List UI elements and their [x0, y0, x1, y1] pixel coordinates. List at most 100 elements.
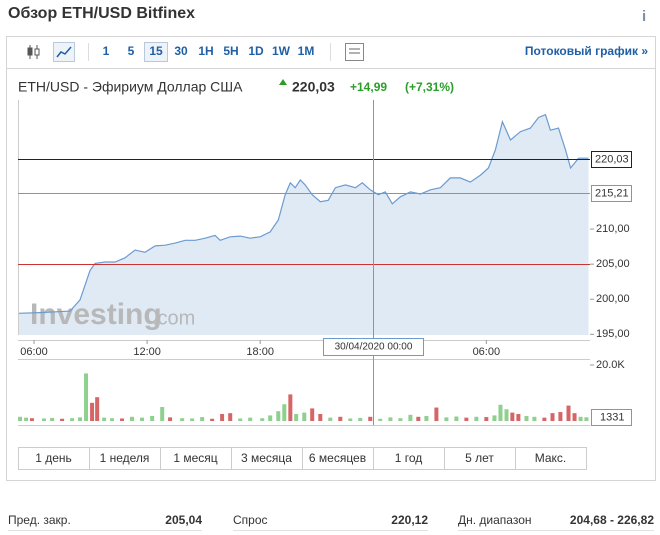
volume-bar	[140, 417, 145, 421]
watermark: .com	[152, 307, 195, 329]
price-label-box	[591, 151, 632, 168]
stat-value: 204,68 - 226,82	[570, 513, 654, 527]
interval-button[interactable]: 5H	[223, 44, 238, 58]
stat-label: Пред. закр.	[8, 513, 71, 527]
volume-bar	[516, 414, 521, 421]
volume-bar	[238, 418, 243, 421]
watermark: Investing	[30, 298, 162, 331]
volume-bar	[180, 418, 185, 421]
range-button[interactable]	[515, 447, 587, 470]
range-label[interactable]: 1 год	[395, 451, 423, 465]
interval-button[interactable]: 1H	[198, 44, 213, 58]
stat-value: 220,12	[391, 513, 428, 527]
interval-button[interactable]: 1D	[248, 44, 264, 58]
y-tick-label: 200,00	[596, 293, 630, 305]
volume-bar	[464, 417, 469, 421]
interval-button[interactable]: 30	[174, 44, 188, 58]
volume-bar	[90, 402, 95, 421]
volume-bar	[348, 418, 353, 421]
x-tick-label: 06:00	[473, 346, 501, 358]
volume-bar	[398, 418, 403, 421]
calendar-icon[interactable]	[345, 43, 364, 61]
range-label[interactable]: Макс.	[535, 451, 567, 465]
volume-bar	[318, 414, 323, 421]
stream-link[interactable]: Потоковый график »	[525, 44, 648, 58]
volume-bar	[388, 417, 393, 421]
volume-bar	[50, 417, 55, 421]
x-tick-label: 12:00	[133, 346, 161, 358]
volume-bar	[328, 417, 333, 421]
volume-bar	[228, 413, 233, 421]
volume-bar	[60, 418, 65, 421]
volume-bar	[542, 417, 547, 421]
interval-button[interactable]: 15	[149, 44, 163, 58]
volume-bar	[408, 414, 413, 421]
widget-frame	[6, 36, 656, 481]
quote-change-pct: (+7,31%)	[405, 80, 454, 94]
volume-bar	[210, 418, 215, 421]
volume-bar	[504, 409, 509, 421]
range-label[interactable]: 5 лет	[465, 451, 494, 465]
x-tick-label: 18:00	[246, 346, 274, 358]
volume-last-box	[591, 409, 632, 426]
range-label[interactable]: 3 месяца	[241, 451, 292, 465]
volume-bar	[95, 397, 100, 421]
volume-bar	[510, 412, 515, 421]
volume-bar	[302, 412, 307, 421]
volume-bar	[474, 416, 479, 421]
quote-change: +14,99	[350, 80, 387, 94]
volume-bar	[200, 417, 205, 421]
volume-bar	[338, 416, 343, 421]
volume-bar	[310, 408, 315, 421]
y-tick-label: 195,00	[596, 328, 630, 340]
title: Обзор ETH/USD Bitfinex	[8, 5, 195, 22]
volume-bar	[358, 417, 363, 421]
volume-bar	[288, 394, 293, 421]
volume-bar	[220, 414, 225, 421]
range-label[interactable]: 1 месяц	[173, 451, 217, 465]
volume-bar	[70, 418, 75, 421]
crosshair-y-box	[591, 185, 632, 202]
up-arrow	[279, 79, 287, 85]
interval-button[interactable]: 1	[103, 44, 110, 58]
interval-selected[interactable]	[144, 42, 168, 62]
info-icon[interactable]: i	[642, 8, 646, 25]
price-label: 220,03	[595, 153, 629, 165]
stat-label: Дн. диапазон	[458, 513, 532, 527]
volume-bar	[578, 416, 583, 421]
range-label[interactable]: 1 неделя	[100, 451, 150, 465]
interval-button[interactable]: 1W	[272, 44, 291, 58]
volume-bar	[550, 413, 555, 421]
volume-last-label: 1331	[600, 411, 624, 423]
volume-bar	[168, 417, 173, 421]
volume-bar	[524, 415, 529, 421]
volume-bar	[424, 415, 429, 421]
y-tick-label: 210,00	[596, 223, 630, 235]
volume-bar	[294, 414, 299, 421]
line-icon-box[interactable]	[53, 42, 75, 62]
interval-button[interactable]: 1M	[298, 44, 315, 58]
volume-tick-label: 20.0K	[596, 359, 625, 371]
interval-button[interactable]: 5	[128, 44, 135, 58]
stat-label: Спрос	[233, 513, 268, 527]
volume-bar	[18, 416, 23, 421]
volume-bar	[484, 417, 489, 421]
range-label[interactable]: 1 день	[35, 451, 72, 465]
volume-bar	[42, 418, 47, 421]
volume-bar	[584, 417, 589, 421]
volume-bar	[84, 373, 89, 421]
volume-bar	[260, 418, 265, 421]
volume-bar	[454, 416, 459, 421]
volume-bar	[558, 412, 563, 421]
volume-bar	[190, 418, 195, 421]
volume-bar	[24, 417, 29, 421]
volume-bar	[130, 416, 135, 421]
volume-bar	[444, 417, 449, 421]
candle-icon[interactable]	[27, 45, 40, 59]
x-tick-label: 06:00	[20, 346, 48, 358]
volume-bar	[434, 407, 439, 421]
volume-bar	[532, 416, 537, 421]
line-icon[interactable]	[56, 46, 72, 58]
range-label[interactable]: 6 месяцев	[309, 451, 366, 465]
